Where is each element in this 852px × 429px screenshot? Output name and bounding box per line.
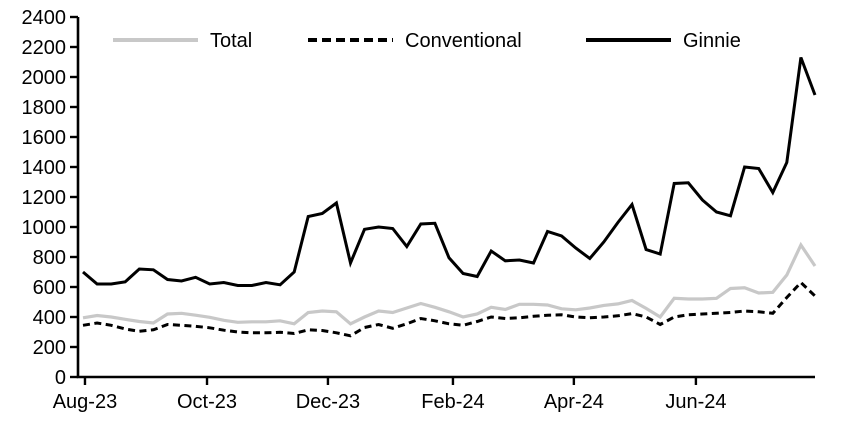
legend-item-total: Total	[113, 30, 252, 52]
x-tick-label: Aug-23	[53, 391, 118, 413]
y-tick-label: 1200	[22, 187, 67, 209]
legend-label-ginnie: Ginnie	[683, 30, 741, 52]
x-tick-label: Oct-23	[177, 391, 237, 413]
legend-item-ginnie: Ginnie	[586, 30, 741, 52]
y-tick-label: 1600	[22, 127, 67, 149]
legend-item-conventional: Conventional	[308, 30, 522, 52]
legend-label-total: Total	[210, 30, 252, 52]
y-tick-label: 400	[33, 307, 66, 329]
y-tick-label: 2200	[22, 37, 67, 59]
y-tick-label: 600	[33, 277, 66, 299]
y-tick-label: 0	[55, 367, 66, 389]
x-tick-label: Dec-23	[296, 391, 360, 413]
series-line-ginnie	[82, 56, 817, 287]
y-tick-label: 1400	[22, 157, 67, 179]
legend-label-conventional: Conventional	[405, 30, 522, 52]
y-tick-label: 1800	[22, 97, 67, 119]
y-tick-label: 200	[33, 337, 66, 359]
series-line-conventional	[82, 280, 817, 338]
y-tick-label: 2000	[22, 67, 67, 89]
y-tick-label: 1000	[22, 217, 67, 239]
y-tick-label: 800	[33, 247, 66, 269]
series-line-total	[82, 241, 817, 326]
x-tick-label: Jun-24	[665, 391, 726, 413]
x-tick-label: Feb-24	[421, 391, 484, 413]
y-tick-label: 2400	[22, 7, 67, 29]
x-tick-label: Apr-24	[544, 391, 604, 413]
